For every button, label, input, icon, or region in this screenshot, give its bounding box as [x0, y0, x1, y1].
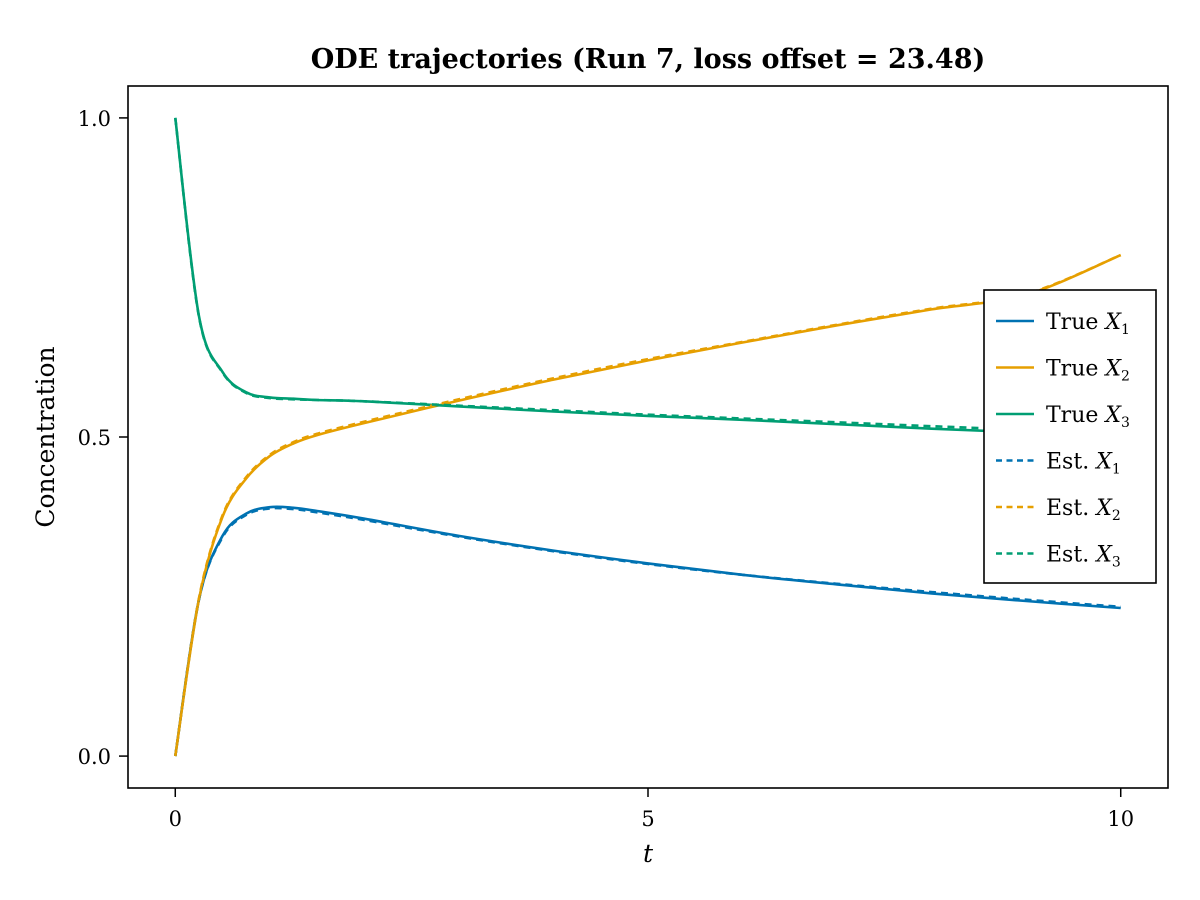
legend-label: True X3 — [1046, 403, 1130, 431]
plot-area — [174, 117, 1122, 757]
x-tick-label: 5 — [641, 807, 654, 831]
series-line-6 — [174, 117, 1121, 436]
legend-label: Est. X3 — [1046, 543, 1121, 571]
legend-label: True X1 — [1046, 310, 1130, 338]
legend-label: Est. X2 — [1046, 496, 1121, 524]
legend-label: True X2 — [1046, 357, 1130, 385]
y-tick-label: 0.0 — [78, 745, 111, 769]
x-tick-label: 0 — [169, 807, 182, 831]
x-axis-label: t — [643, 839, 654, 868]
series-line-2 — [174, 253, 1122, 757]
series-line-3 — [174, 117, 1121, 439]
x-tick-label: 10 — [1107, 807, 1134, 831]
chart-title: ODE trajectories (Run 7, loss offset = 2… — [311, 44, 986, 75]
legend-label: Est. X1 — [1046, 450, 1121, 478]
y-axis-label: Concentration — [31, 346, 60, 527]
y-axis: 0.0 0.5 1.0 — [78, 107, 128, 769]
series-line-5 — [174, 253, 1122, 757]
series-line-1 — [174, 505, 1121, 757]
x-axis: 0 5 10 — [169, 788, 1134, 831]
series-line-4 — [174, 506, 1121, 757]
legend: True X1 True X2 True X3 Est. X1 Est. X2 Est. … — [983, 289, 1157, 584]
y-tick-label: 0.5 — [78, 426, 111, 450]
y-tick-label: 1.0 — [78, 107, 111, 131]
legend-box — [983, 289, 1157, 584]
